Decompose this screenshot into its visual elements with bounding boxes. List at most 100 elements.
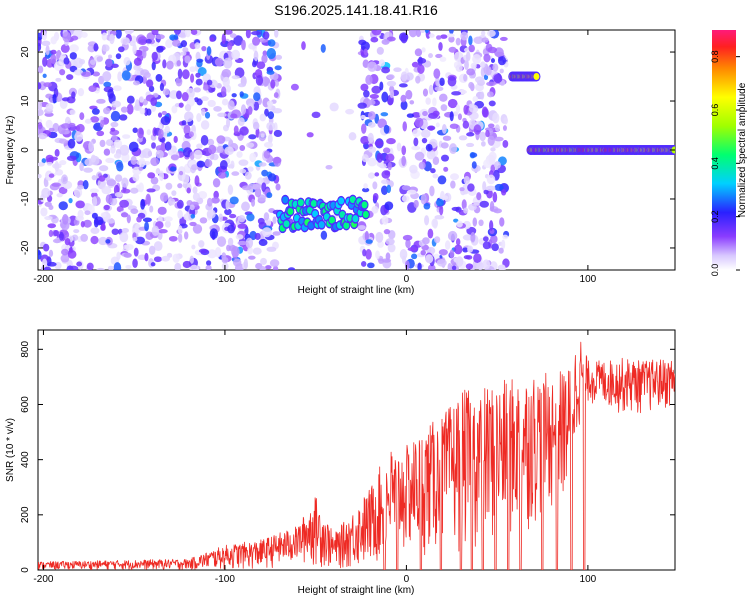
spectrogram-cell	[146, 108, 152, 116]
spectrogram-cell	[45, 103, 54, 112]
spectrogram-cell	[45, 45, 50, 56]
spectrogram-cell	[109, 33, 115, 45]
spectrogram-cell	[374, 140, 383, 147]
spectrogram-cell	[297, 199, 304, 207]
spectrogram-cell	[494, 124, 500, 132]
spectrogram-cell	[165, 182, 173, 190]
spectrogram-cell	[197, 190, 208, 200]
spectrogram-cell	[123, 56, 131, 66]
spectrogram-cell	[379, 81, 384, 91]
spectrogram-cell	[195, 72, 201, 78]
spectrogram-cell	[282, 196, 289, 204]
spectrogram-cell	[414, 117, 424, 128]
spectrogram-cell	[466, 68, 476, 76]
spectrogram-cell	[267, 173, 277, 182]
spectrogram-cell	[369, 94, 380, 99]
spectrogram-cell	[491, 243, 499, 252]
spectrogram-cell	[428, 33, 435, 38]
spectrogram-cell	[381, 179, 390, 185]
spectrogram-cell	[470, 152, 478, 158]
spectrogram-cell	[492, 63, 499, 72]
y-tick-label: 400	[20, 451, 31, 468]
spectrogram-cell	[368, 146, 377, 153]
spectrogram-cell	[361, 201, 368, 209]
spectrogram-cell	[144, 221, 149, 232]
spectrogram-cell	[217, 112, 227, 118]
spectrogram-cell	[472, 96, 479, 103]
spectrogram-cell	[182, 47, 189, 53]
spectrogram-cell	[434, 86, 444, 92]
spectrogram-cell	[140, 198, 146, 210]
spectrogram-cell	[105, 239, 111, 244]
spectrogram-cell	[133, 64, 141, 71]
colorbar-tick-label: 0.2	[710, 210, 720, 223]
spectrogram-cell	[478, 219, 484, 227]
spectrogram-cell	[396, 142, 402, 152]
spectrogram-cell	[198, 240, 205, 248]
spectrogram-cell	[259, 266, 267, 270]
spectrogram-cell	[226, 117, 231, 128]
spectrogram-cell	[272, 231, 281, 236]
spectrogram-cell	[287, 267, 296, 270]
spectrogram-cell	[206, 197, 213, 207]
spectrogram-cell	[126, 103, 134, 115]
spectrogram-cell	[100, 212, 107, 218]
spectrogram-cell	[51, 182, 62, 187]
spectrogram-cell	[97, 178, 106, 190]
spectrogram-cell	[101, 44, 110, 52]
spectrogram-cell	[69, 52, 77, 60]
spectrogram-cell	[402, 121, 407, 132]
spectrogram-ylabel: Frequency (Hz)	[5, 116, 16, 185]
spectrogram-cell	[381, 170, 391, 179]
spectrogram-cell	[207, 99, 216, 108]
spectrogram-cell	[175, 76, 183, 87]
spectrogram-cell	[441, 154, 449, 162]
spectrogram-cell	[110, 127, 116, 132]
x-tick-label: -200	[33, 574, 53, 585]
spectrogram-cell	[247, 106, 253, 115]
y-tick-label: 20	[20, 46, 31, 58]
spectrogram-cell	[43, 82, 53, 88]
spectrogram-cell	[198, 248, 208, 254]
spectrogram-cell	[370, 36, 379, 43]
x-tick-label: -100	[215, 274, 235, 285]
spectrogram-cell	[437, 175, 447, 185]
spectrogram-cell	[420, 30, 426, 34]
spectrogram-cell	[183, 124, 191, 136]
spectrogram-cell	[411, 111, 421, 118]
spectrogram-cell	[177, 183, 183, 189]
spectrogram-cell	[48, 204, 54, 211]
spectrogram-cell	[120, 106, 128, 113]
spectrogram-cell	[147, 172, 156, 179]
spectrogram-cell	[149, 205, 154, 213]
spectrogram-cell	[490, 58, 495, 64]
spectrogram-cell	[180, 40, 188, 48]
spectrogram-cell	[193, 87, 201, 93]
spectrogram-cell	[68, 197, 73, 204]
spectrogram-cell	[110, 110, 121, 122]
spectrogram-cell	[489, 220, 494, 231]
spectrogram-cell	[196, 160, 205, 168]
spectrogram-cell	[486, 81, 496, 87]
spectrogram-cell	[248, 134, 257, 140]
spectrogram-cell	[213, 106, 222, 112]
spectrogram-cell	[465, 255, 473, 260]
spectrogram-cell	[468, 44, 475, 53]
spectrogram-cell	[216, 135, 226, 144]
spectrogram-cell	[405, 72, 414, 81]
spectrogram-cell	[417, 57, 427, 64]
spectrogram-cell	[138, 166, 144, 171]
spectrogram-cell	[405, 89, 413, 100]
spectrogram-cell	[441, 124, 447, 134]
spectrogram-cell	[114, 174, 123, 183]
spectrogram-cell	[132, 127, 138, 134]
spectrogram-cell	[367, 99, 376, 106]
spectrogram-cell	[266, 100, 274, 107]
spectrogram-cell	[172, 253, 180, 263]
spectrogram-cell	[50, 49, 57, 55]
spectrogram-cell	[459, 187, 465, 192]
spectrogram-cell	[468, 104, 479, 113]
spectrogram-cell	[174, 262, 182, 270]
spectrogram-cell	[488, 155, 495, 165]
